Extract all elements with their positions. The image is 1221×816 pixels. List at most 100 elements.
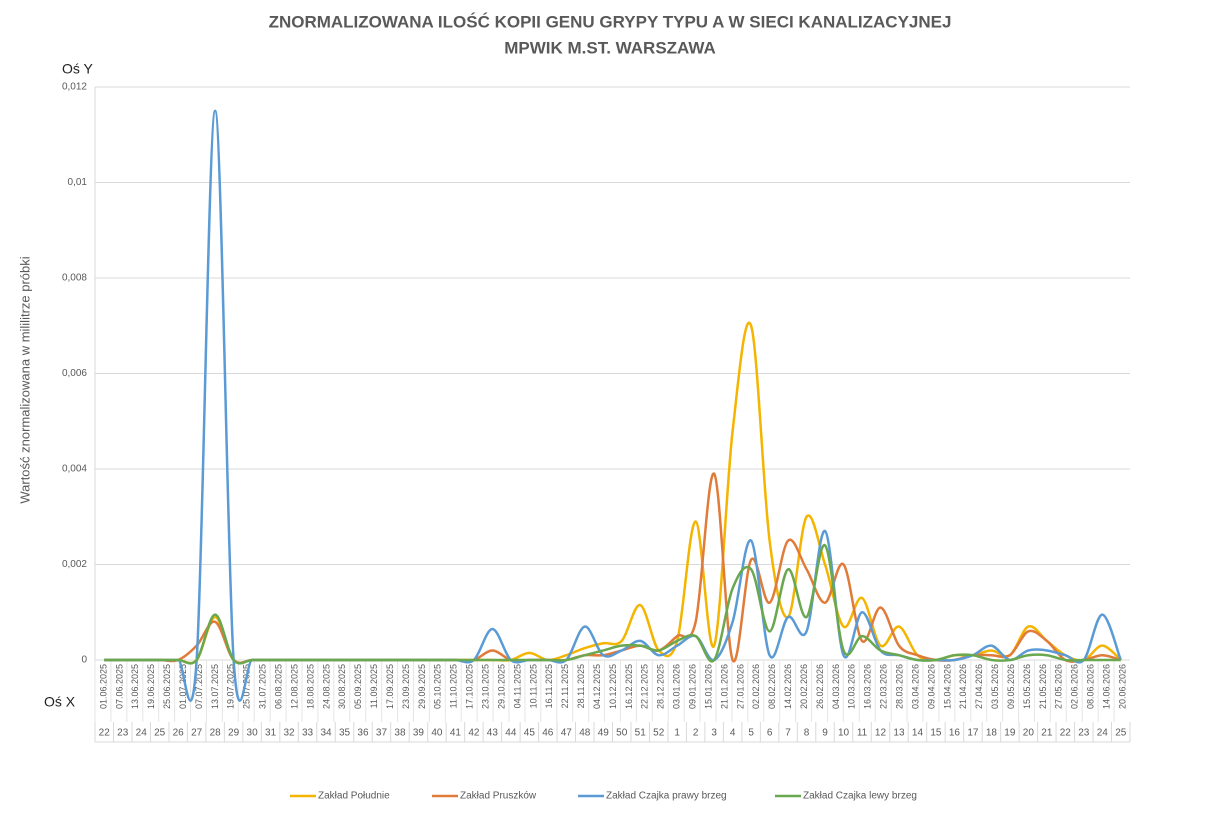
date-label: 19.06.2025 <box>146 664 156 709</box>
date-label: 22.11.2025 <box>560 664 570 708</box>
date-label: 29.10.2025 <box>496 664 506 709</box>
y-axis-label: Wartość znormalizowana w mililitrze prób… <box>17 256 32 503</box>
date-label: 10.03.2026 <box>847 664 857 709</box>
date-label: 04.11.2025 <box>512 664 522 708</box>
y-tick-label: 0,012 <box>62 82 87 93</box>
date-label: 17.10.2025 <box>465 664 475 709</box>
date-label: 06.08.2025 <box>273 664 283 709</box>
date-label: 01.06.2025 <box>98 664 108 709</box>
x-tick-label: 1 <box>674 728 680 739</box>
date-label: 04.12.2025 <box>592 664 602 709</box>
date-label: 28.12.2025 <box>656 664 666 709</box>
legend-label: Zakład Czajka lewy brzeg <box>803 791 917 802</box>
x-tick-label: 6 <box>767 728 773 739</box>
date-label: 21.04.2026 <box>958 664 968 709</box>
date-label: 10.11.2025 <box>528 664 538 708</box>
date-label: 10.12.2025 <box>608 664 618 709</box>
date-label: 02.02.2026 <box>751 664 761 709</box>
x-tick-label: 16 <box>949 728 961 739</box>
x-tick-label: 8 <box>804 728 810 739</box>
x-tick-label: 47 <box>561 728 573 739</box>
x-tick-label: 34 <box>320 728 332 739</box>
date-label: 30.08.2025 <box>337 664 347 709</box>
date-label: 01.07.2025 <box>178 664 188 709</box>
x-tick-label: 51 <box>635 728 647 739</box>
x-tick-label: 3 <box>711 728 717 739</box>
date-label: 18.08.2025 <box>305 664 315 709</box>
y-tick-label: 0 <box>81 655 87 666</box>
date-label: 17.09.2025 <box>385 664 395 709</box>
date-label: 22.12.2025 <box>640 664 650 709</box>
x-tick-label: 43 <box>487 728 499 739</box>
date-label: 16.11.2025 <box>544 664 554 708</box>
date-label: 09.01.2026 <box>687 664 697 709</box>
x-tick-label: 12 <box>875 728 887 739</box>
x-tick-label: 21 <box>1041 728 1053 739</box>
x-axis-name: Oś X <box>44 694 76 710</box>
x-tick-label: 14 <box>912 728 924 739</box>
series-line <box>104 544 1121 665</box>
date-label: 23.10.2025 <box>480 664 490 709</box>
date-label: 27.05.2026 <box>1054 664 1064 709</box>
x-tick-label: 41 <box>450 728 462 739</box>
date-label: 09.04.2026 <box>926 664 936 709</box>
x-tick-label: 10 <box>838 728 850 739</box>
chart-title: ZNORMALIZOWANA ILOŚĆ KOPII GENU GRYPY TY… <box>269 12 952 31</box>
x-tick-label: 4 <box>730 728 736 739</box>
date-label: 02.06.2026 <box>1070 664 1080 709</box>
date-label: 25.06.2025 <box>162 664 172 709</box>
x-tick-label: 19 <box>1004 728 1016 739</box>
x-tick-label: 39 <box>413 728 425 739</box>
x-tick-label: 26 <box>173 728 185 739</box>
date-label: 15.04.2026 <box>942 664 952 709</box>
x-tick-label: 46 <box>542 728 554 739</box>
x-tick-label: 23 <box>117 728 129 739</box>
x-tick-label: 36 <box>357 728 369 739</box>
date-label: 15.05.2026 <box>1022 664 1032 709</box>
x-tick-label: 35 <box>339 728 351 739</box>
x-tick-label: 9 <box>822 728 828 739</box>
date-label: 03.04.2026 <box>910 664 920 709</box>
series-line <box>104 109 1122 702</box>
date-label: 14.06.2026 <box>1101 664 1111 709</box>
date-label: 26.02.2026 <box>815 664 825 709</box>
x-tick-label: 38 <box>394 728 406 739</box>
legend-label: Zakład Południe <box>318 791 390 802</box>
date-label: 25.07.2025 <box>242 664 252 709</box>
date-label: 21.05.2026 <box>1038 664 1048 709</box>
date-label: 08.02.2026 <box>767 664 777 709</box>
date-label: 13.07.2025 <box>210 664 220 709</box>
x-tick-label: 32 <box>284 728 296 739</box>
x-tick-label: 40 <box>431 728 443 739</box>
date-label: 16.03.2026 <box>863 664 873 709</box>
date-label: 09.05.2026 <box>1006 664 1016 709</box>
date-label: 29.09.2025 <box>417 664 427 709</box>
chart-title: MPWIK M.ST. WARSZAWA <box>504 38 716 57</box>
x-tick-label: 20 <box>1023 728 1035 739</box>
date-label: 07.06.2025 <box>114 664 124 709</box>
x-tick-label: 2 <box>693 728 699 739</box>
date-label: 22.03.2026 <box>879 664 889 709</box>
series-line <box>104 472 1122 665</box>
date-label: 19.07.2025 <box>226 664 236 709</box>
date-label: 27.04.2026 <box>974 664 984 709</box>
x-tick-label: 33 <box>302 728 314 739</box>
x-tick-label: 25 <box>154 728 166 739</box>
legend-label: Zakład Pruszków <box>460 791 537 802</box>
date-label: 23.09.2025 <box>401 664 411 709</box>
y-axis-name: Oś Y <box>62 61 94 77</box>
x-tick-label: 23 <box>1078 728 1090 739</box>
x-tick-label: 49 <box>598 728 610 739</box>
date-label: 27.01.2026 <box>735 664 745 709</box>
date-label: 04.03.2026 <box>831 664 841 709</box>
date-label: 21.01.2026 <box>719 664 729 709</box>
date-label: 16.12.2025 <box>624 664 634 709</box>
x-tick-label: 29 <box>228 728 240 739</box>
x-tick-label: 28 <box>210 728 222 739</box>
y-tick-label: 0,01 <box>68 177 88 188</box>
legend-label: Zakład Czajka prawy brzeg <box>606 791 727 802</box>
date-label: 31.07.2025 <box>258 664 268 709</box>
date-label: 28.03.2026 <box>894 664 904 709</box>
date-label: 03.05.2026 <box>990 664 1000 709</box>
